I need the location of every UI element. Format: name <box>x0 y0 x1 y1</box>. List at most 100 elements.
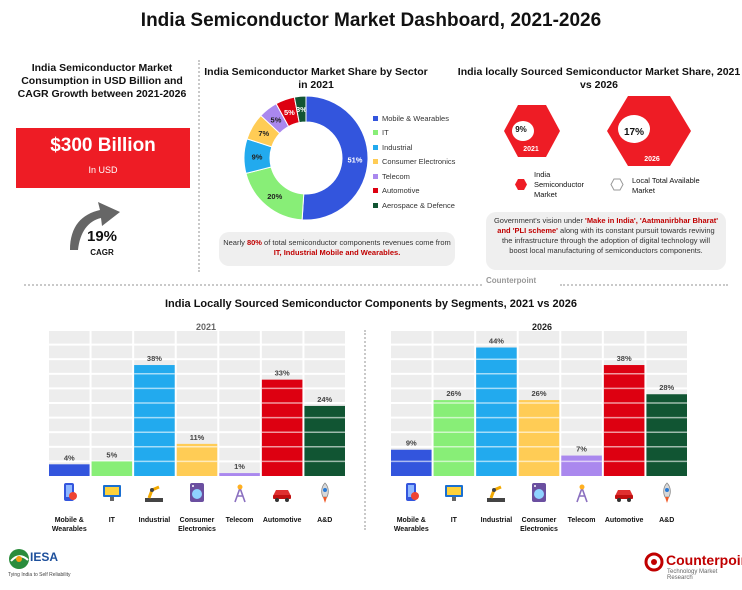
bar-0 <box>391 449 432 476</box>
grid-cell <box>518 331 560 344</box>
sector-legend-swatch <box>373 144 378 150</box>
grid-cell <box>391 345 432 359</box>
grid-cell <box>433 360 475 373</box>
bar-label-0: 4% <box>64 453 75 462</box>
category-label: Industrial <box>480 517 513 524</box>
grid-cell <box>391 331 432 344</box>
donut-label-4: 5% <box>271 115 282 124</box>
sector-legend-label: Consumer Electronics <box>382 157 456 167</box>
grid-cell <box>219 331 260 344</box>
grid-cell <box>561 389 602 402</box>
iesa-tagline: Tying India to Self Reliability <box>8 572 71 578</box>
sector-legend-swatch <box>373 202 378 208</box>
market-size-unit: In USD <box>88 165 118 175</box>
donut-slice-6 <box>293 95 307 124</box>
car-icon <box>615 490 634 502</box>
counterpoint-tagline: Technology Market Research <box>667 569 718 581</box>
category-label: IT <box>108 517 115 524</box>
rocket-icon <box>663 482 671 503</box>
bar-5 <box>603 365 645 476</box>
sector-donut-chart: 51%20%9%7%5%5% 3% <box>243 95 369 221</box>
sector-legend-swatch <box>373 159 378 165</box>
grid-cell <box>176 389 218 402</box>
smartphone-icon <box>406 483 420 501</box>
bar-label-2: 38% <box>147 354 162 363</box>
chart-2021-title: 2021 <box>195 322 217 332</box>
rocket-icon <box>321 482 329 503</box>
donut-label-2: 9% <box>252 152 263 161</box>
sector-legend: Mobile & Wearables IT Industrial Consumer E… <box>373 111 493 213</box>
hexagon-2021-year: 2021 <box>523 146 539 153</box>
grid-cell <box>646 374 687 388</box>
bar-3 <box>518 400 560 476</box>
hexagon-2021-value: 9% <box>515 125 527 134</box>
category-label: A&D <box>317 517 333 524</box>
consumption-title: India Semiconductor Market Consumption i… <box>17 62 187 100</box>
grid-cell <box>91 389 133 402</box>
category-label: Mobile & Wearables <box>393 517 429 533</box>
grid-cell <box>91 418 133 432</box>
bar-label-0: 9% <box>406 439 417 448</box>
robot-arm-icon <box>487 485 506 502</box>
grid-cell <box>49 345 90 359</box>
grid-cell <box>476 331 517 344</box>
grid-cell <box>561 360 602 373</box>
grid-cell <box>261 360 303 373</box>
grid-cell <box>518 345 560 359</box>
grid-cell <box>49 447 90 461</box>
bar-6 <box>646 394 687 476</box>
grid-cell <box>176 404 218 417</box>
washing-machine-icon <box>532 483 546 502</box>
sector-legend-item: Industrial <box>373 140 493 155</box>
segments-2021-bar-chart: 4% 5% 38% 11% 1% 33% 24% <box>49 331 345 476</box>
grid-cell <box>433 374 475 388</box>
market-size-box: $300 Billion In USD <box>16 128 190 188</box>
sector-legend-label: Telecom <box>382 171 410 181</box>
chart-2026-title: 2026 <box>531 322 553 332</box>
separator-segments <box>364 330 366 530</box>
washing-machine-icon <box>190 483 204 502</box>
grid-cell <box>91 331 133 344</box>
sector-note: Nearly 80% of total semiconductor compon… <box>219 232 455 266</box>
category-label: Industrial <box>138 517 171 524</box>
bar-label-1: 5% <box>106 450 117 459</box>
grid-cell <box>176 433 218 446</box>
grid-cell <box>391 404 432 417</box>
up-arrow-icon <box>70 202 120 250</box>
donut-label-5: 5% <box>284 108 295 117</box>
grid-cell <box>561 345 602 359</box>
bar-1 <box>91 461 133 476</box>
grid-cell <box>219 360 260 373</box>
grid-cell <box>91 447 133 461</box>
grid-cell <box>49 433 90 446</box>
legend-india-icon <box>515 179 527 190</box>
hexagon-2021 <box>504 105 560 157</box>
category-label: Consumer Electronics <box>178 517 216 533</box>
grid-cell <box>91 345 133 359</box>
category-label: Telecom <box>567 517 596 524</box>
counterpoint-watermark: Counterpoint <box>486 276 537 285</box>
sector-legend-swatch <box>373 130 378 136</box>
grid-cell <box>219 389 260 402</box>
grid-cell <box>433 389 475 402</box>
donut-label-1: 20% <box>267 192 282 201</box>
bar-label-3: 11% <box>190 433 205 442</box>
grid-cell <box>561 331 602 344</box>
grid-cell <box>561 433 602 446</box>
grid-cell <box>304 360 345 373</box>
bar-label-2: 44% <box>489 337 504 346</box>
grid-cell <box>91 433 133 446</box>
legend-local-label: Local Total Available Market <box>632 176 700 195</box>
legend-local-icon <box>610 178 624 191</box>
grid-cell <box>261 345 303 359</box>
grid-cell <box>176 331 218 344</box>
sector-legend-label: Automotive <box>382 186 420 196</box>
grid-cell <box>391 389 432 402</box>
antenna-tower-icon <box>575 484 588 503</box>
grid-cell <box>603 331 645 344</box>
monitor-icon <box>444 485 463 501</box>
bar-label-3: 26% <box>531 389 546 398</box>
sector-legend-swatch <box>373 188 378 194</box>
grid-cell <box>219 345 260 359</box>
grid-cell <box>91 404 133 417</box>
